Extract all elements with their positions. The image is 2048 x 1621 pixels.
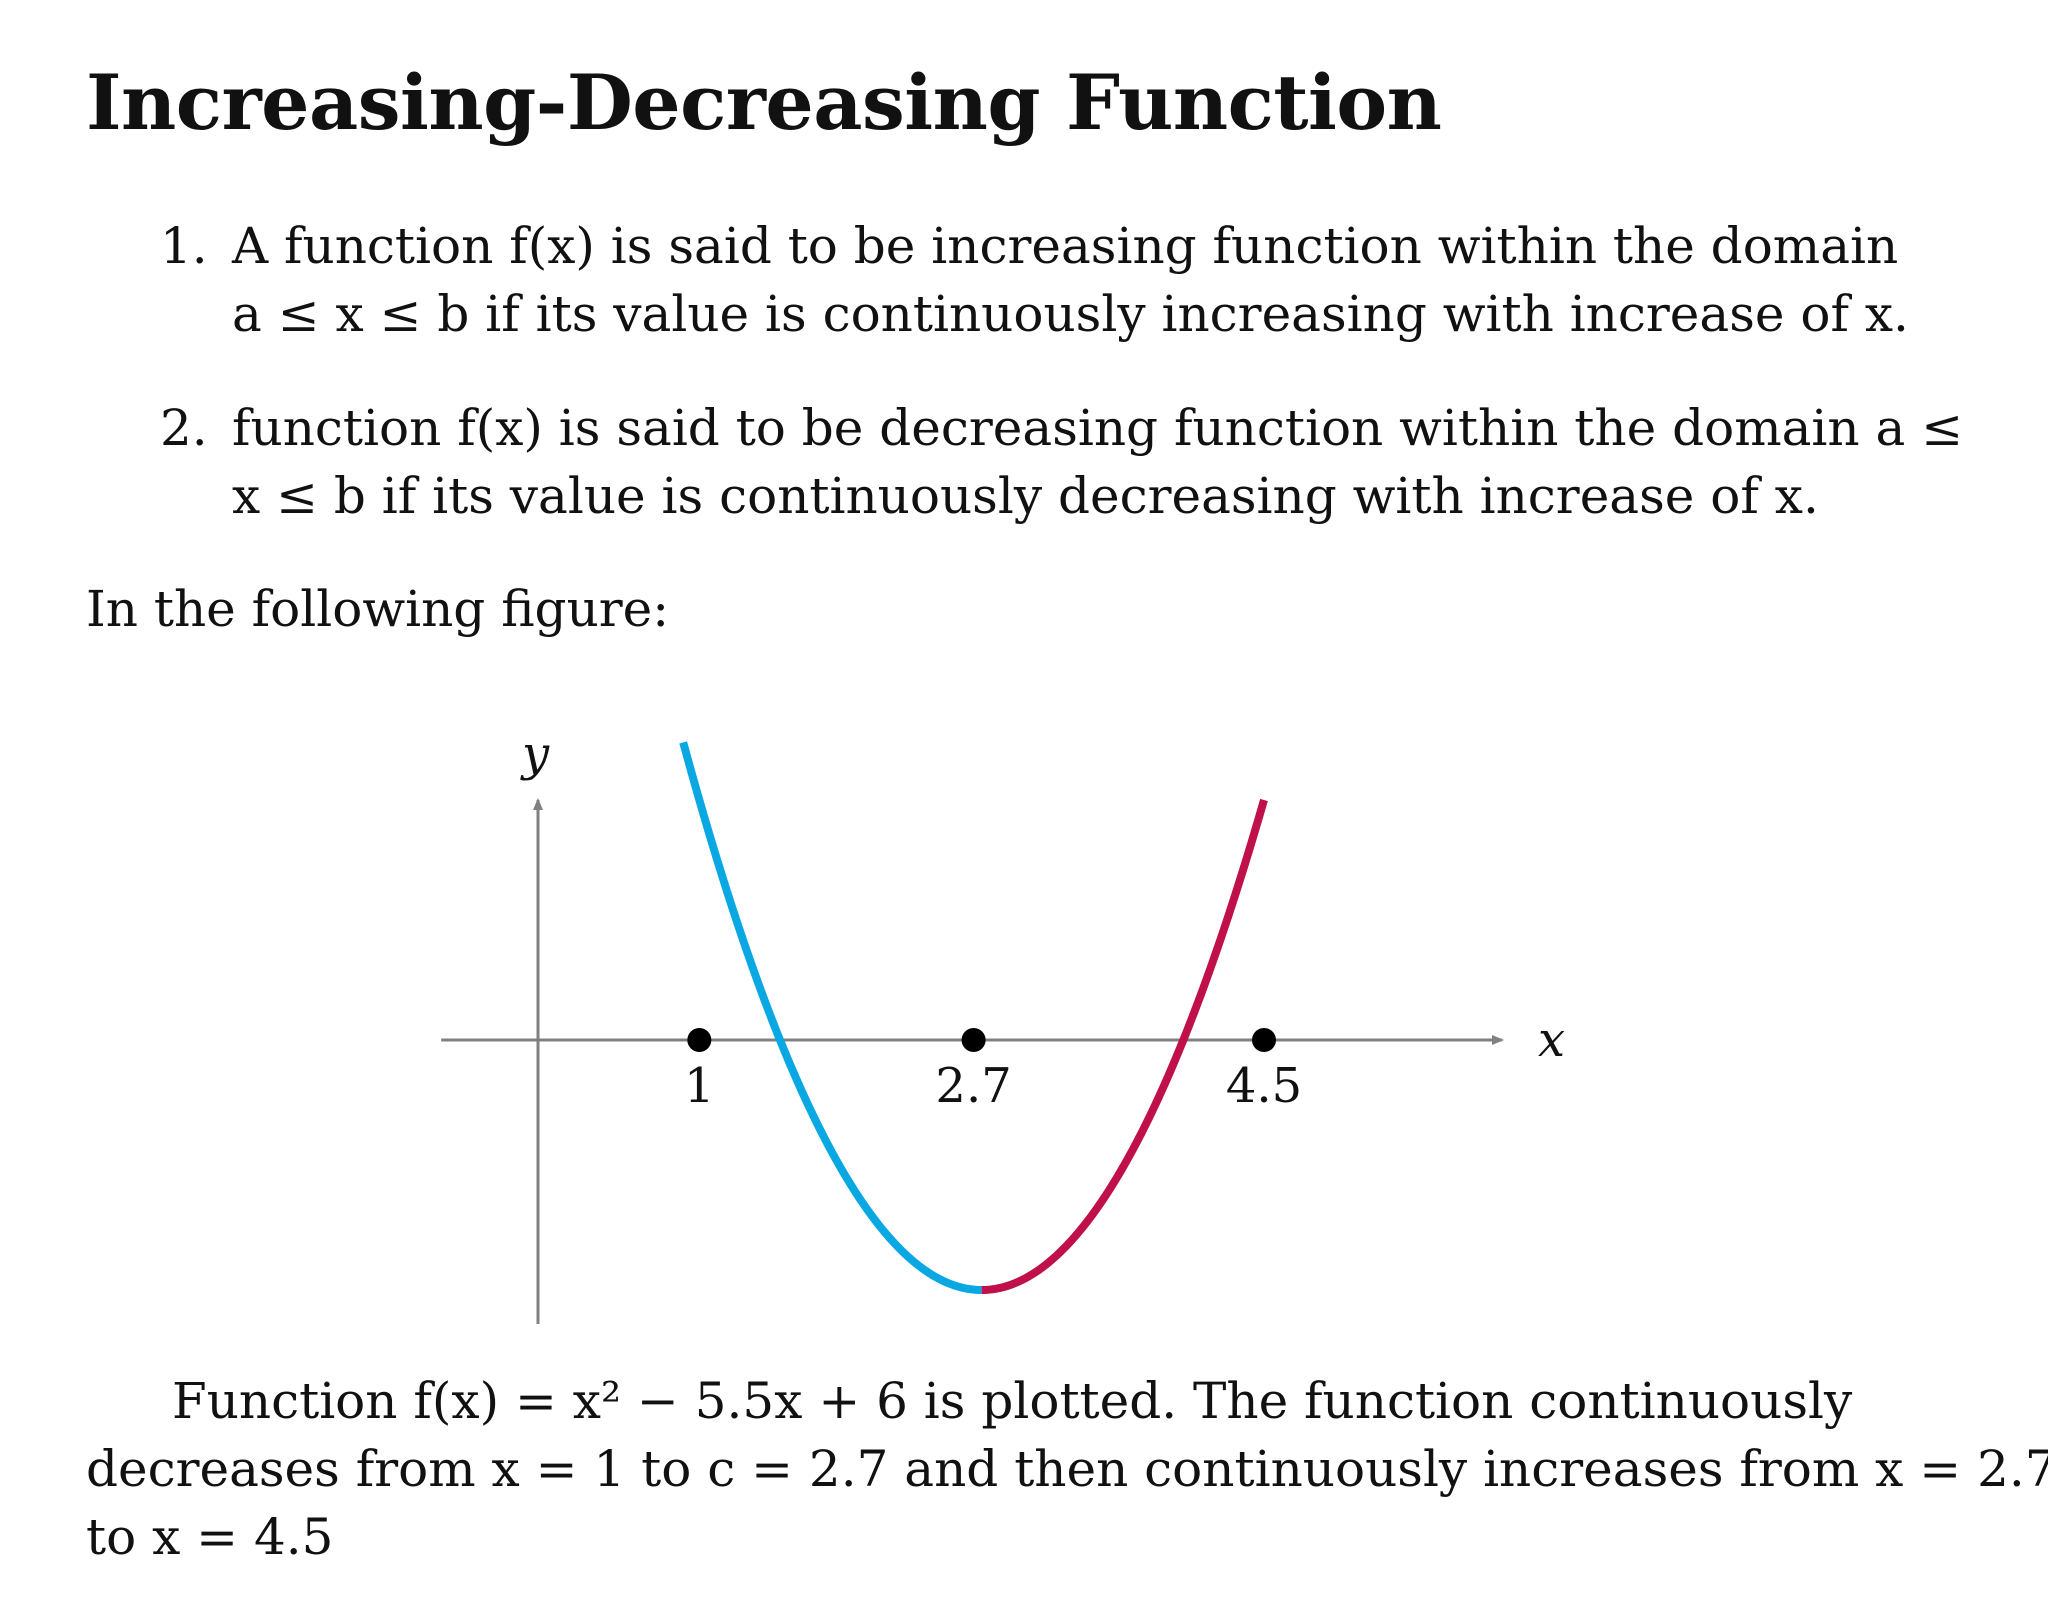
list-text-line: x ≤ b if its value is continuously decre… bbox=[232, 467, 1819, 525]
marked-point bbox=[687, 1028, 712, 1052]
decreasing-curve bbox=[679, 741, 982, 1294]
increasing-curve bbox=[981, 798, 1268, 1294]
marked-point bbox=[1252, 1028, 1276, 1052]
tick-label: 2.7 bbox=[935, 1058, 1011, 1114]
caption-line-2: decreases from x = 1 to c = 2.7 and then… bbox=[86, 1440, 2048, 1498]
x-axis-label: x bbox=[1538, 1012, 1565, 1068]
marked-point bbox=[961, 1028, 986, 1052]
caption-line-1: Function f(x) = x² − 5.5x + 6 is plotted… bbox=[172, 1372, 1853, 1430]
list-text-line: a ≤ x ≤ b if its value is continuously i… bbox=[232, 285, 1909, 343]
caption-line-3: to x = 4.5 bbox=[86, 1508, 334, 1566]
page-title: Increasing-Decreasing Function bbox=[86, 58, 1442, 147]
tick-label: 4.5 bbox=[1226, 1058, 1302, 1114]
y-axis-label: y bbox=[520, 726, 550, 782]
intro-text: In the following figure: bbox=[86, 580, 670, 638]
list-text-line: A function f(x) is said to be increasing… bbox=[232, 217, 1899, 275]
list-number: 2. bbox=[160, 399, 208, 457]
tick-label: 1 bbox=[684, 1058, 715, 1114]
list-number: 1. bbox=[160, 217, 208, 275]
list-text-line: function f(x) is said to be decreasing f… bbox=[232, 399, 1964, 457]
